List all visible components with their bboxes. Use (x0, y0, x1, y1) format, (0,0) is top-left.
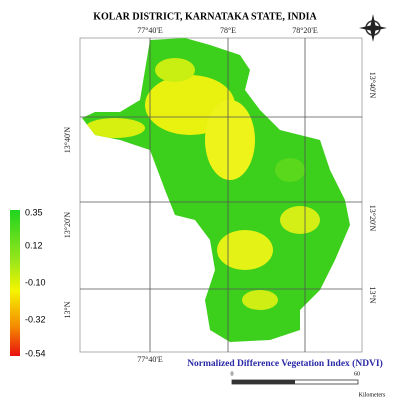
lat-label: 13°40'N (63, 127, 72, 154)
legend-label: -0.54 (25, 348, 46, 358)
lat-label: 13°20'N (63, 212, 72, 239)
district-map (82, 38, 350, 342)
lat-label: 13°N (63, 301, 72, 318)
scale-label: 0 (231, 371, 234, 377)
map-title: KOLAR DISTRICT, KARNATAKA STATE, INDIA (93, 11, 317, 22)
legend-label: -0.32 (25, 314, 46, 324)
lon-label: 77°40'E (137, 26, 163, 35)
lon-label: 78°20'E (292, 26, 318, 35)
lon-label: 77°40'E (137, 355, 163, 364)
legend-label: 0.35 (25, 207, 43, 217)
legend-label: 0.12 (25, 240, 43, 250)
lon-label: 78°E (220, 26, 236, 35)
scale-bar (231, 379, 359, 385)
color-bar (10, 210, 20, 356)
lat-label: 13°40'N (368, 72, 377, 99)
scale-unit: Kilometers (359, 392, 386, 398)
legend-label: -0.10 (25, 277, 46, 287)
subtitle: Normalized Difference Vegetation Index (… (187, 358, 383, 369)
lat-label: 13°20'N (368, 205, 377, 232)
graticule (80, 38, 362, 352)
north-arrow (359, 14, 387, 42)
map-frame (79, 37, 363, 353)
lat-label: 13°N (368, 287, 377, 304)
scale-label: 60 (354, 371, 360, 377)
